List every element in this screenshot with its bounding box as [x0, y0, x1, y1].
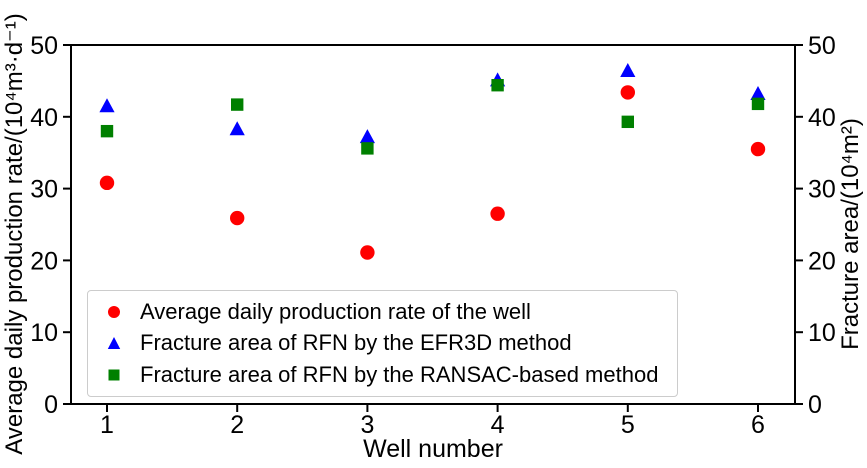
marker-square-well-2	[231, 98, 244, 111]
right-y-axis-label: Fracture area/(10⁴m²)	[837, 118, 864, 350]
legend-label: Fracture area of RFN by the RANSAC-based…	[140, 362, 659, 388]
legend-item-production-rate: Average daily production rate of the wel…	[88, 296, 677, 327]
x-tick-label: 2	[230, 411, 244, 439]
marker-triangle-well-6	[750, 86, 766, 101]
right-y-tick-label: 40	[808, 104, 836, 132]
marker-square-well-5	[621, 115, 634, 129]
left-y-tick-label: 20	[30, 247, 58, 275]
right-y-tick-label: 10	[808, 319, 836, 347]
right-y-tick-label: 0	[808, 391, 822, 419]
blue-triangle-icon	[88, 335, 140, 351]
marker-triangle-well-2	[229, 121, 245, 136]
legend-item-efr3d: Fracture area of RFN by the EFR3D method	[88, 328, 677, 359]
marker-circle-well-3	[360, 245, 375, 260]
marker-circle-well-4	[490, 206, 505, 221]
x-tick-label: 4	[491, 411, 505, 439]
left-y-tick-label: 40	[30, 104, 58, 132]
legend-label: Fracture area of RFN by the EFR3D method	[140, 330, 572, 356]
green-square-icon	[88, 367, 140, 383]
marker-square-well-3	[361, 142, 374, 155]
red-circle-icon	[88, 304, 140, 320]
marker-square-well-4	[491, 79, 504, 92]
x-tick-label: 1	[100, 411, 114, 439]
marker-triangle-well-3	[359, 129, 375, 144]
marker-circle-well-2	[230, 210, 245, 226]
legend: Average daily production rate of the wel…	[87, 290, 678, 397]
right-y-tick-label: 30	[808, 176, 836, 204]
left-y-tick-label: 50	[30, 32, 58, 60]
left-y-axis-label: Average daily production rate/(10⁴m³·d⁻¹…	[1, 13, 28, 455]
marker-square-well-1	[100, 124, 114, 138]
x-tick-label: 6	[751, 411, 765, 439]
legend-item-ransac: Fracture area of RFN by the RANSAC-based…	[88, 360, 677, 391]
left-y-tick-label: 10	[30, 319, 58, 347]
x-tick-label: 3	[360, 411, 374, 439]
plot-box	[70, 44, 796, 405]
marker-circle-well-6	[750, 141, 766, 157]
left-y-tick-label: 0	[44, 391, 58, 419]
x-axis-label: Well number	[363, 435, 503, 463]
left-y-tick-label: 30	[30, 176, 58, 204]
marker-triangle-well-5	[620, 63, 636, 78]
marker-circle-well-5	[620, 85, 635, 100]
marker-square-well-6	[751, 97, 765, 111]
legend-label: Average daily production rate of the wel…	[140, 298, 531, 324]
right-y-tick-label: 20	[808, 247, 836, 275]
right-y-tick-label: 50	[808, 32, 836, 60]
x-tick-label: 5	[621, 411, 635, 439]
marker-circle-well-1	[99, 175, 115, 191]
marker-triangle-well-1	[99, 98, 115, 113]
